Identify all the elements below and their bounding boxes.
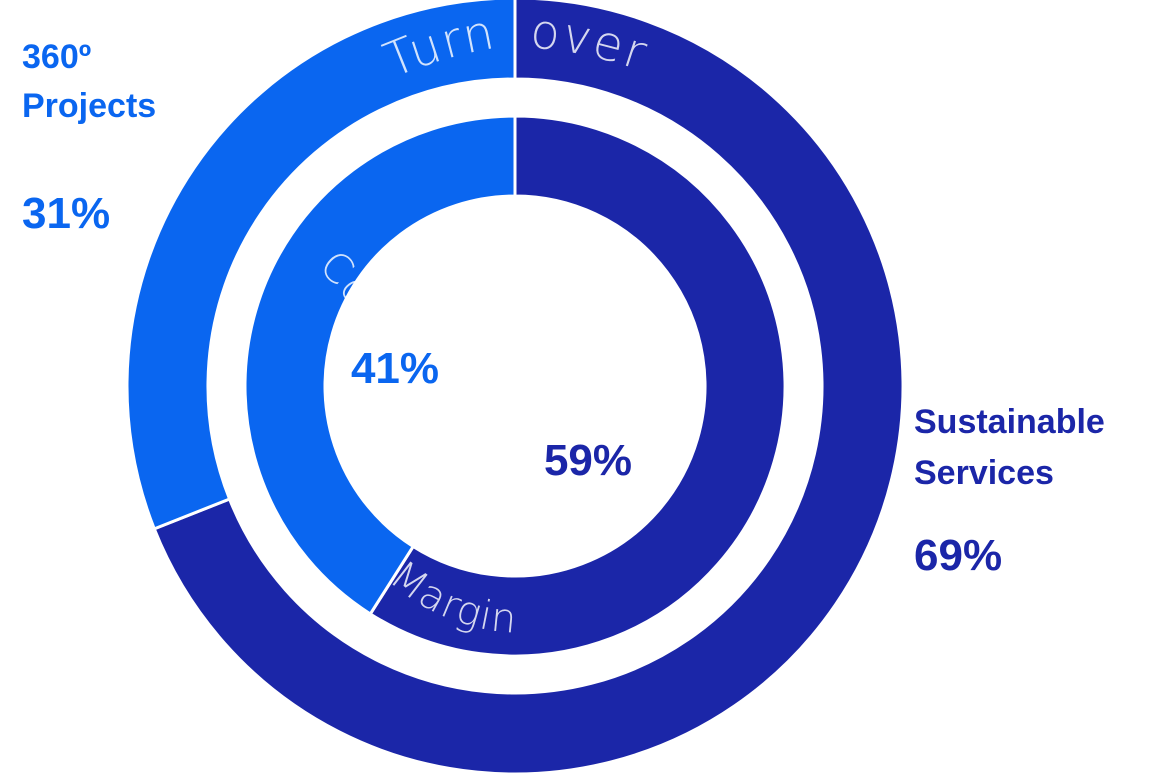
- legend-projects-line2: Projects: [22, 87, 156, 125]
- inner-ring-projects-percent: 41%: [351, 344, 439, 393]
- outer-ring-projects-percent: 31%: [22, 189, 110, 238]
- inner-slice-360-projects: [243, 114, 517, 617]
- outer-ring-services-percent: 69%: [914, 531, 1002, 580]
- donut-slices: [125, 0, 905, 776]
- inner-slice-sustainable-services: [368, 114, 787, 658]
- inner-ring-services-percent: 59%: [544, 436, 632, 485]
- legend-projects-line1: 360º: [22, 38, 91, 76]
- legend-services-line1: Sustainable: [914, 403, 1105, 441]
- legend-services-line2: Services: [914, 454, 1054, 492]
- outer-slice-sustainable-services: [152, 0, 905, 776]
- outer-slice-360-projects: [125, 0, 517, 531]
